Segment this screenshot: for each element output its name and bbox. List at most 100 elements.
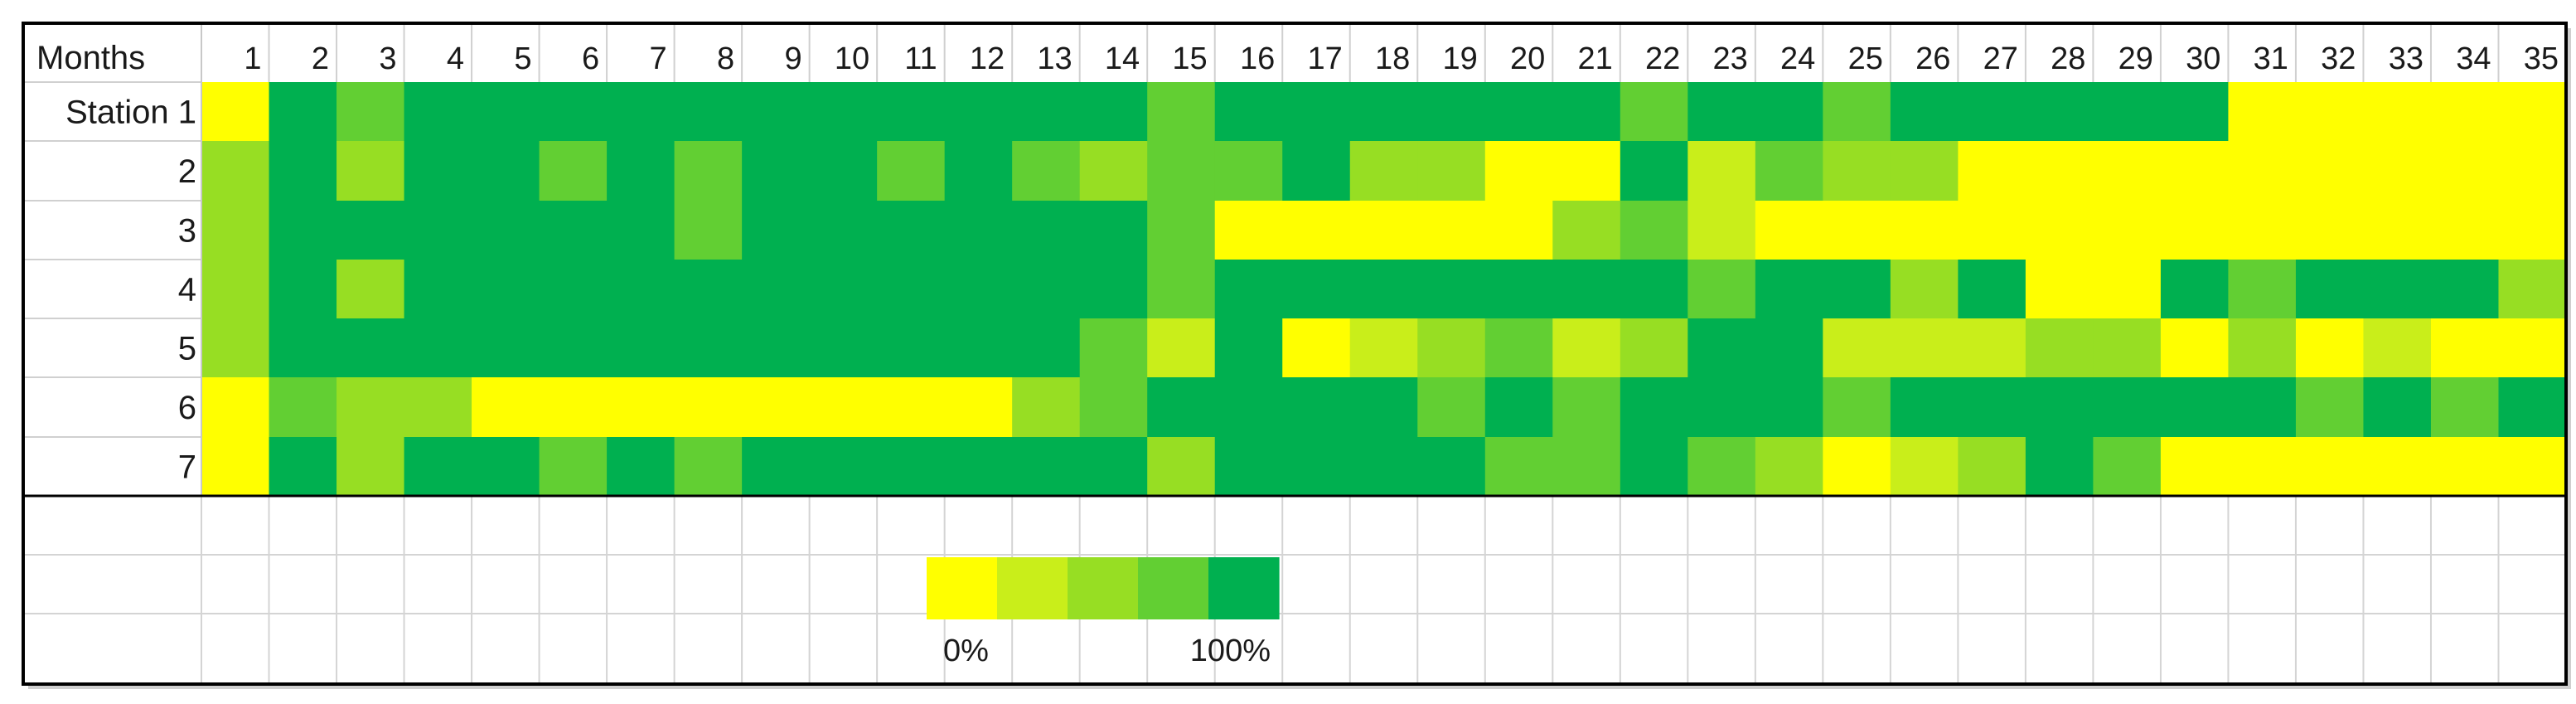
heatmap-cell [269,260,337,319]
heatmap-cell [1282,141,1351,201]
color-legend: 0% 100% [927,557,1280,668]
heatmap-cell [2295,201,2365,260]
heatmap-cell [1147,82,1216,142]
corner-label-months: Months [36,40,145,76]
heatmap-cell [1823,377,1891,438]
heatmap-cell [269,318,337,378]
heatmap-cell [2228,82,2297,142]
heatmap-cell [1349,318,1418,378]
legend-swatch [1208,557,1280,619]
heatmap-cell [1147,377,1216,438]
month-label: 29 [2118,41,2153,76]
heatmap-cell [1012,82,1081,142]
heatmap-cell [1755,201,1823,260]
heatmap-cell [2363,437,2432,497]
month-label: 2 [312,41,329,76]
heatmap-cell [337,141,405,201]
heatmap-cell [1147,437,1216,497]
month-label: 34 [2456,41,2491,76]
heatmap-cell [2363,377,2432,438]
heatmap-cell [1417,377,1486,438]
heatmap-cell [337,318,405,378]
heatmap-cell [2093,437,2162,497]
heatmap-cell [1484,260,1553,319]
heatmap-cell [201,201,270,260]
heatmap-cell [201,82,270,142]
heatmap-cell [1890,201,1959,260]
heatmap-cell [742,82,811,142]
heatmap-cell [2228,318,2297,378]
heatmap-cell [404,201,472,260]
heatmap-cell [2498,141,2567,201]
heatmap-cell [674,82,743,142]
heatmap-cell [337,82,405,142]
heatmap-cell [1079,318,1148,378]
heatmap-cell [1214,437,1283,497]
heatmap-cell [674,377,743,438]
heatmap-cell [2430,82,2500,142]
heatmap-cell [1552,82,1621,142]
heatmap-cells [201,82,2567,497]
heatmap-cell [2295,260,2365,319]
heatmap-cell [1552,260,1621,319]
heatmap-cell [337,260,405,319]
heatmap-cell [1214,201,1283,260]
heatmap-cell [404,82,472,142]
station-label: 2 [178,153,196,190]
heatmap-cell [2430,201,2500,260]
heatmap-cell [674,201,743,260]
heatmap-cell [2025,82,2094,142]
legend-swatch [1068,557,1139,619]
heatmap-cell [674,437,743,497]
heatmap-cell [607,318,675,378]
month-label: 27 [1983,41,2018,76]
heatmap-cell [1552,201,1621,260]
heatmap-cell [472,318,540,378]
month-label: 19 [1442,41,1477,76]
sheet-frame [22,22,2568,686]
heatmap-cell [1214,318,1283,378]
heatmap-cell [809,377,878,438]
heatmap-cell [1958,260,2026,319]
heatmap-cell [337,437,405,497]
heatmap-cell [1484,377,1553,438]
heatmap-cell [2228,437,2297,497]
heatmap-cell [1620,318,1688,378]
month-label: 14 [1105,41,1140,76]
heatmap-cell [2160,141,2230,201]
heatmap-cell [2295,141,2365,201]
heatmap-cell [809,260,878,319]
heatmap-cell [1282,201,1351,260]
heatmap-cell [2228,201,2297,260]
heatmap-cell [1484,82,1553,142]
heatmap-cell [1890,318,1959,378]
month-label: 9 [784,41,801,76]
heatmap-cell [2025,377,2094,438]
heatmap-cell [1552,318,1621,378]
month-label: 5 [514,41,531,76]
heatmap-cell [1349,201,1418,260]
month-label: 17 [1307,41,1342,76]
heatmap-cell [2430,377,2500,438]
heatmap-cell [1147,201,1216,260]
axis-labels: Months 1 2 3 4 5 6 7 8 9 10 11 12 13 14 15 16 17 18 19 20 21… [36,40,2559,486]
heatmap-cell [1079,201,1148,260]
legend-swatch [1138,557,1209,619]
heatmap-cell [1958,201,2026,260]
heatmap-cell [269,377,337,438]
month-label: 23 [1713,41,1748,76]
heatmap-cell [607,377,675,438]
heatmap-cell [809,82,878,142]
heatmap-cell [809,141,878,201]
heatmap-cell [201,260,270,319]
heatmap-cell [472,82,540,142]
heatmap-cell [1687,141,1756,201]
heatmap-cell [1755,141,1823,201]
heatmap-cell [2430,318,2500,378]
heatmap-cell [269,82,337,142]
heatmap-cell [877,201,946,260]
heatmap-cell [1079,377,1148,438]
heatmap-cell [674,318,743,378]
heatmap-cell [674,260,743,319]
heatmap-cell [201,437,270,497]
